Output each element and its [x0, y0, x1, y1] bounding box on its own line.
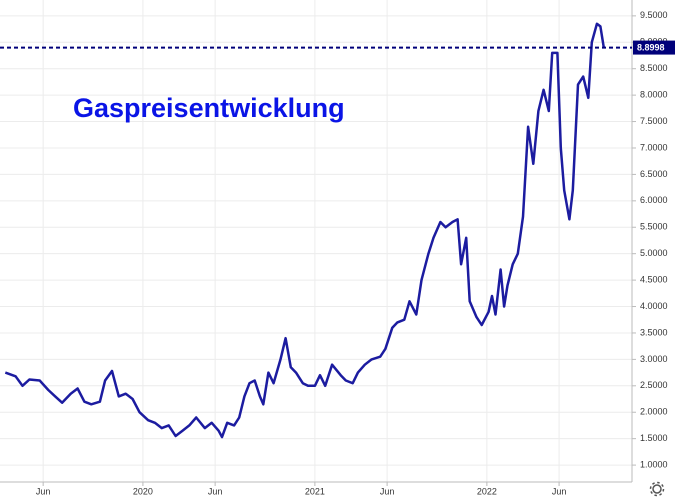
y-tick-label: 5.5000 — [640, 222, 668, 232]
grid — [0, 0, 632, 482]
price-line — [4, 22, 606, 439]
y-tick-label: 1.0000 — [640, 459, 668, 469]
x-tick-label: Jun — [36, 486, 51, 496]
y-tick-label: 6.5000 — [640, 169, 668, 179]
gear-teeth[interactable] — [649, 481, 665, 497]
y-tick-label: 7.5000 — [640, 116, 668, 126]
y-tick-label: 6.0000 — [640, 195, 668, 205]
y-tick-label: 8.0000 — [640, 90, 668, 100]
y-tick-label: 4.5000 — [640, 274, 668, 284]
gear[interactable] — [652, 484, 662, 494]
y-tick-label: 2.0000 — [640, 407, 668, 417]
reference-label: 8.8998 — [637, 42, 665, 52]
y-tick-label: 2.5000 — [640, 380, 668, 390]
y-tick-label: 4.0000 — [640, 301, 668, 311]
settings-icon[interactable] — [649, 481, 665, 497]
x-tick-label: 2021 — [305, 486, 325, 496]
y-tick-label: 1.5000 — [640, 433, 668, 443]
y-tick-label: 7.0000 — [640, 142, 668, 152]
x-tick-label: 2020 — [133, 486, 153, 496]
y-tick-label: 3.5000 — [640, 327, 668, 337]
y-tick-label: 5.0000 — [640, 248, 668, 258]
x-tick-label: Jun — [208, 486, 223, 496]
annotation: Gaspreisentwicklung — [73, 93, 345, 123]
x-tick-label: Jun — [380, 486, 395, 496]
y-tick-label: 8.5000 — [640, 63, 668, 73]
y-tick-label: 9.5000 — [640, 10, 668, 20]
y-tick-label: 3.0000 — [640, 354, 668, 364]
reference-label-box — [633, 40, 675, 55]
x-tick-label: Jun — [552, 486, 567, 496]
x-tick-label: 2022 — [477, 486, 497, 496]
